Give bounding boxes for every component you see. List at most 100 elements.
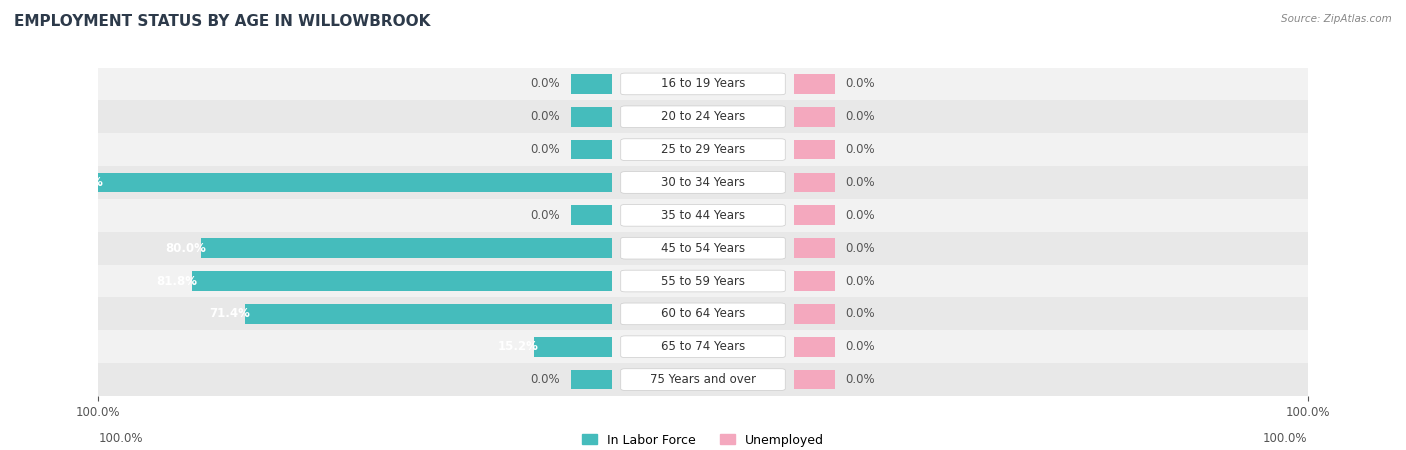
- Bar: [571, 107, 612, 126]
- Bar: [571, 140, 612, 159]
- Bar: [794, 337, 835, 356]
- Bar: [281, 363, 1308, 396]
- Bar: [281, 133, 1308, 166]
- FancyBboxPatch shape: [620, 369, 785, 391]
- Text: Source: ZipAtlas.com: Source: ZipAtlas.com: [1281, 14, 1392, 23]
- Text: 0.0%: 0.0%: [845, 373, 876, 386]
- Bar: [98, 166, 1125, 199]
- FancyBboxPatch shape: [620, 237, 785, 259]
- Text: 0.0%: 0.0%: [845, 209, 876, 222]
- Bar: [571, 206, 612, 225]
- Bar: [571, 370, 612, 389]
- Bar: [0, 199, 1406, 232]
- Text: 0.0%: 0.0%: [530, 209, 560, 222]
- Bar: [794, 370, 835, 389]
- Bar: [571, 370, 612, 389]
- Bar: [794, 238, 835, 258]
- Text: 100.0%: 100.0%: [55, 176, 104, 189]
- Bar: [281, 330, 1308, 363]
- Text: 0.0%: 0.0%: [845, 274, 876, 288]
- Bar: [571, 107, 612, 126]
- Bar: [794, 271, 835, 291]
- Text: 81.8%: 81.8%: [156, 274, 197, 288]
- Text: 55 to 59 Years: 55 to 59 Years: [661, 274, 745, 288]
- Bar: [0, 68, 1406, 100]
- Bar: [191, 271, 612, 291]
- Text: 71.4%: 71.4%: [209, 307, 250, 320]
- FancyBboxPatch shape: [620, 73, 785, 95]
- Bar: [794, 337, 835, 356]
- Bar: [281, 232, 1308, 265]
- Bar: [794, 173, 835, 192]
- Bar: [98, 363, 1125, 396]
- Bar: [794, 107, 835, 126]
- Bar: [98, 199, 1125, 232]
- Text: 100.0%: 100.0%: [98, 432, 143, 445]
- Bar: [98, 265, 1125, 297]
- Text: 15.2%: 15.2%: [498, 340, 538, 353]
- Text: 0.0%: 0.0%: [845, 143, 876, 156]
- Bar: [281, 166, 1308, 199]
- FancyBboxPatch shape: [620, 204, 785, 226]
- Bar: [571, 304, 612, 324]
- Bar: [571, 173, 612, 192]
- Bar: [281, 297, 1308, 330]
- Bar: [0, 265, 1406, 297]
- Text: 45 to 54 Years: 45 to 54 Years: [661, 242, 745, 255]
- Bar: [571, 337, 612, 356]
- Bar: [571, 271, 612, 291]
- Bar: [794, 140, 835, 159]
- Text: 35 to 44 Years: 35 to 44 Years: [661, 209, 745, 222]
- Text: 25 to 29 Years: 25 to 29 Years: [661, 143, 745, 156]
- Text: 0.0%: 0.0%: [845, 77, 876, 90]
- Text: 0.0%: 0.0%: [845, 176, 876, 189]
- Text: 20 to 24 Years: 20 to 24 Years: [661, 110, 745, 123]
- Bar: [0, 133, 1406, 166]
- Bar: [0, 166, 1406, 199]
- Text: 0.0%: 0.0%: [530, 373, 560, 386]
- Text: 16 to 19 Years: 16 to 19 Years: [661, 77, 745, 90]
- Bar: [571, 206, 612, 225]
- Bar: [281, 199, 1308, 232]
- Bar: [794, 304, 835, 324]
- Bar: [794, 74, 835, 94]
- Bar: [0, 330, 1406, 363]
- Bar: [794, 304, 835, 324]
- Bar: [0, 297, 1406, 330]
- Bar: [98, 68, 1125, 100]
- Bar: [794, 271, 835, 291]
- Bar: [98, 232, 1125, 265]
- Bar: [534, 337, 612, 356]
- Bar: [98, 173, 612, 192]
- Text: EMPLOYMENT STATUS BY AGE IN WILLOWBROOK: EMPLOYMENT STATUS BY AGE IN WILLOWBROOK: [14, 14, 430, 28]
- Text: 0.0%: 0.0%: [845, 110, 876, 123]
- Bar: [794, 206, 835, 225]
- Bar: [571, 238, 612, 258]
- Bar: [794, 173, 835, 192]
- Bar: [794, 74, 835, 94]
- Bar: [98, 133, 1125, 166]
- Text: 0.0%: 0.0%: [530, 110, 560, 123]
- Bar: [794, 370, 835, 389]
- Bar: [0, 232, 1406, 265]
- FancyBboxPatch shape: [620, 336, 785, 358]
- Bar: [794, 107, 835, 126]
- Text: 0.0%: 0.0%: [845, 242, 876, 255]
- Text: 0.0%: 0.0%: [530, 77, 560, 90]
- Bar: [281, 265, 1308, 297]
- Bar: [98, 330, 1125, 363]
- Text: 0.0%: 0.0%: [845, 307, 876, 320]
- Text: 75 Years and over: 75 Years and over: [650, 373, 756, 386]
- FancyBboxPatch shape: [620, 106, 785, 128]
- Bar: [98, 100, 1125, 133]
- Bar: [281, 68, 1308, 100]
- Bar: [571, 140, 612, 159]
- Legend: In Labor Force, Unemployed: In Labor Force, Unemployed: [576, 428, 830, 450]
- Bar: [201, 238, 612, 258]
- FancyBboxPatch shape: [620, 270, 785, 292]
- Bar: [571, 74, 612, 94]
- FancyBboxPatch shape: [620, 171, 785, 193]
- Bar: [98, 297, 1125, 330]
- Text: 0.0%: 0.0%: [845, 340, 876, 353]
- Bar: [794, 206, 835, 225]
